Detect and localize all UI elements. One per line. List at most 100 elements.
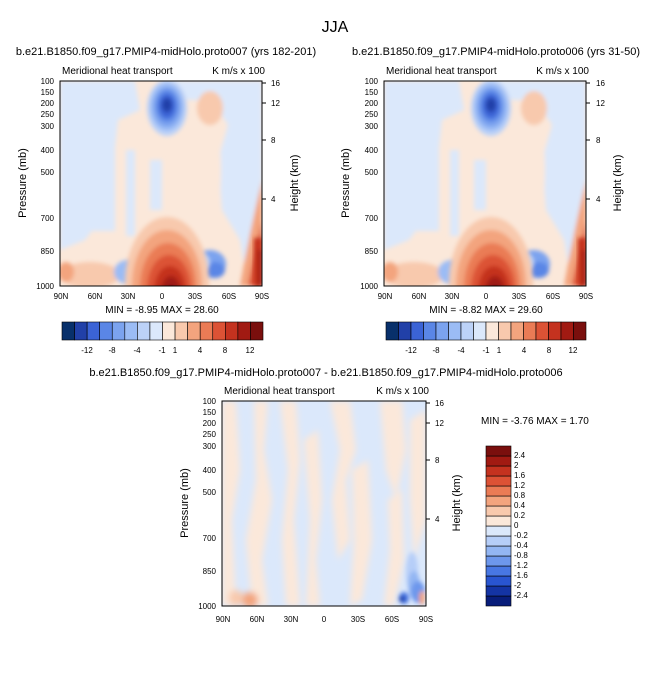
panel-1-xtick: 60N [88,292,103,301]
panel-1-xtick: 90S [255,292,269,301]
panel-2-rtick: 12 [596,99,605,108]
panel-3-ytick: 300 [203,442,217,451]
panel-1-right-string: K m/s x 100 [212,66,265,77]
panel-3-ytick: 200 [203,419,217,428]
panel-3-cbar-label: 1.6 [514,471,526,480]
colorbar-swatch [485,565,512,577]
panel-1-xtick: 30N [121,292,136,301]
panel-3-ytick: 500 [203,488,217,497]
panel-2-cbar-label: 8 [547,346,552,355]
panel-1-contour-field [60,81,262,286]
panel-3-xtick: 30N [284,615,299,624]
panel-1-rtick: 8 [271,136,276,145]
panel-2-colorbar [385,321,587,341]
panel-2-xtick: 0 [484,292,489,301]
panel-1-left-string: Meridional heat transport [62,66,173,77]
colorbar-swatch [523,321,537,341]
colorbar-swatch [485,505,512,517]
panel-3-cbar-label: -0.8 [514,551,528,560]
colorbar-swatch [573,321,587,341]
panel-2-cbar-label: -12 [405,346,417,355]
colorbar-swatch [250,321,264,341]
panel-3: b.e21.B1850.f09_g17.PMIP4-midHolo.proto0… [89,367,589,624]
panel-3-frame [221,400,427,607]
panel-1-colorbar [61,321,264,341]
colorbar-swatch [199,321,214,341]
panel-2-xtick: 90S [579,292,593,301]
panel-3-ytick: 400 [203,466,217,475]
panel-3-cbar-label: -0.4 [514,541,528,550]
panel-2-cbar-label: 4 [522,346,527,355]
panel-2-ytick: 100 [365,77,379,86]
panel-2-xtick: 30S [512,292,526,301]
colorbar-swatch [485,525,512,537]
panel-1-title: b.e21.B1850.f09_g17.PMIP4-midHolo.proto0… [16,46,316,58]
panel-1-frame [59,80,263,287]
panel-2-xtick: 90N [378,292,393,301]
colorbar-swatch [485,515,512,527]
panel-3-x-ticks: 90N 60N 30N 0 30S 60S 90S [216,615,433,624]
panel-2-xtick: 60N [412,292,427,301]
panel-3-title: b.e21.B1850.f09_g17.PMIP4-midHolo.proto0… [89,367,562,379]
panel-3-ylabel: Pressure (mb) [179,468,191,538]
panel-3-ytick: 1000 [198,602,216,611]
colorbar-swatch [174,321,188,341]
panel-3-ytick: 700 [203,534,217,543]
panel-1-ytick: 150 [41,88,55,97]
panel-2-stats: MIN = -8.82 MAX = 29.60 [429,305,543,316]
panel-2-colorbar-labels: -12 -8 -4 -1 1 4 8 12 [405,346,578,355]
panel-1: b.e21.B1850.f09_g17.PMIP4-midHolo.proto0… [16,46,316,355]
colorbar-swatch [485,535,512,547]
colorbar-swatch [485,575,512,587]
panel-1-rtick: 4 [271,195,276,204]
panel-3-xtick: 90S [419,615,433,624]
colorbar-swatch [448,321,462,341]
panel-2: b.e21.B1850.f09_g17.PMIP4-midHolo.proto0… [340,46,640,355]
panel-2-ytick: 300 [365,122,379,131]
panel-3-colorbar-labels: 2.4 2 1.6 1.2 0.8 0.4 0.2 0 -0.2 -0.4 -0… [514,451,528,600]
panel-1-ylabel-right: Height (km) [289,155,301,212]
panel-2-cbar-label: 1 [497,346,502,355]
panel-3-cbar-label: -2 [514,581,522,590]
panel-3-xtick: 60N [250,615,265,624]
colorbar-swatch [485,475,512,487]
panel-1-rtick: 16 [271,79,280,88]
colorbar-swatch [385,321,399,341]
panel-2-rtick: 4 [596,195,601,204]
colorbar-swatch [124,321,138,341]
panel-1-xtick: 0 [160,292,165,301]
colorbar-swatch [225,321,239,341]
panel-2-contour-field [384,81,586,286]
panel-2-x-ticks: 90N 60N 30N 0 30S 60S 90S [378,292,593,301]
colorbar-swatch [485,585,512,597]
panel-1-ytick: 300 [41,122,55,131]
panel-2-title: b.e21.B1850.f09_g17.PMIP4-midHolo.proto0… [352,46,640,58]
panel-2-left-string: Meridional heat transport [386,66,497,77]
colorbar-swatch [460,321,474,341]
panel-1-stats: MIN = -8.95 MAX = 28.60 [105,305,219,316]
figure-title: JJA [322,19,349,36]
colorbar-swatch [485,465,512,477]
colorbar-swatch [149,321,163,341]
panel-1-xtick: 60S [222,292,236,301]
panel-3-stats: MIN = -3.76 MAX = 1.70 [481,416,589,427]
panel-1-x-ticks: 90N 60N 30N 0 30S 60S 90S [54,292,269,301]
colorbar-swatch [86,321,100,341]
panel-2-xtick: 30N [445,292,460,301]
panel-3-xtick: 0 [322,615,327,624]
panel-1-cbar-label: -4 [133,346,141,355]
colorbar-swatch [398,321,412,341]
panel-1-ytick: 1000 [36,282,54,291]
panel-1-right-ticks: 16 12 8 4 [271,79,280,204]
panel-2-ytick: 200 [365,99,379,108]
colorbar-swatch [485,555,512,567]
colorbar-swatch [212,321,226,341]
panel-2-xtick: 60S [546,292,560,301]
colorbar-swatch [485,545,512,557]
panel-3-cbar-label: 0 [514,521,519,530]
panel-3-cbar-label: -1.6 [514,571,528,580]
panel-3-cbar-label: 1.2 [514,481,526,490]
colorbar-swatch [485,485,512,497]
panel-1-ytick: 200 [41,99,55,108]
